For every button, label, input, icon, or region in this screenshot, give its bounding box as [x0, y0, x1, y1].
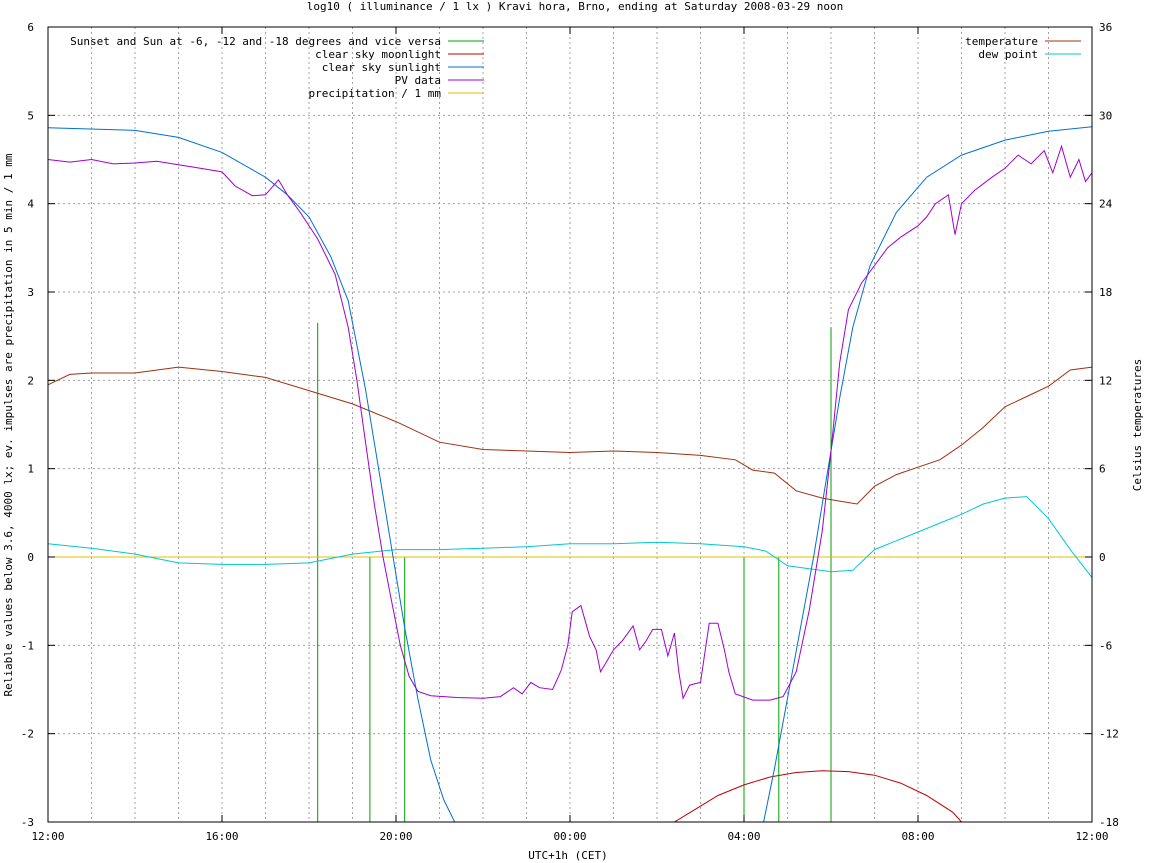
y-tick-label: -1 — [21, 639, 34, 652]
y2-tick-label: 12 — [1099, 374, 1112, 387]
x-tick-label: 16:00 — [205, 830, 238, 843]
legend-label: temperature — [965, 35, 1038, 48]
y2-tick-label: 6 — [1099, 463, 1106, 476]
y2-tick-label: 36 — [1099, 21, 1112, 34]
y-tick-label: 3 — [27, 286, 34, 299]
y2-tick-label: 24 — [1099, 198, 1113, 211]
legend-label: clear sky moonlight — [315, 48, 441, 61]
y2-tick-label: 0 — [1099, 551, 1106, 564]
y-tick-label: 4 — [27, 198, 34, 211]
series-pv-data — [48, 144, 1092, 701]
x-axis-label: UTC+1h (CET) — [528, 849, 607, 862]
series-clear-sky-sunlight — [48, 127, 456, 822]
series-clear-sky-sunlight-morning — [763, 126, 1092, 822]
y2-tick-label: -18 — [1099, 816, 1119, 829]
y-tick-label: -3 — [21, 816, 34, 829]
y-tick-label: -2 — [21, 728, 34, 741]
series-dew-point — [48, 496, 1092, 578]
y-tick-label: 0 — [27, 551, 34, 564]
y2-axis-label: Celsius temperatures — [1131, 359, 1144, 491]
legend-label: dew point — [978, 48, 1038, 61]
y-axis-label: Reliable values below 3.6, 4000 lx; ev. … — [2, 153, 15, 696]
grid-lines — [48, 27, 1092, 822]
legend-label: Sunset and Sun at -6, -12 and -18 degree… — [70, 35, 441, 48]
y2-tick-label: 30 — [1099, 109, 1112, 122]
legend-label: clear sky sunlight — [322, 61, 441, 74]
x-tick-label: 12:00 — [31, 830, 64, 843]
x-tick-label: 04:00 — [727, 830, 760, 843]
y2-tick-label: -6 — [1099, 639, 1112, 652]
x-tick-label: 00:00 — [553, 830, 586, 843]
x-tick-label: 12:00 — [1075, 830, 1108, 843]
chart-title: log10 ( illuminance / 1 lx ) Kravi hora,… — [307, 0, 843, 13]
y-tick-label: 1 — [27, 463, 34, 476]
y2-tick-label: -12 — [1099, 728, 1119, 741]
legend-label: precipitation / 1 mm — [309, 87, 442, 100]
axis-ticks: 12:00 16:00 20:00 00:00 04:00 08:00 12:00-3-2-… — [21, 21, 1119, 843]
y-tick-label: 5 — [27, 109, 34, 122]
y2-tick-label: 18 — [1099, 286, 1112, 299]
x-tick-label: 08:00 — [901, 830, 934, 843]
legend: Sunset and Sun at -6, -12 and -18 degree… — [70, 35, 1081, 100]
y-tick-label: 2 — [27, 374, 34, 387]
legend-label: PV data — [395, 74, 441, 87]
series-clear-sky-moonlight — [674, 770, 962, 822]
y-tick-label: 6 — [27, 21, 34, 34]
x-tick-label: 20:00 — [379, 830, 412, 843]
series-layer — [48, 126, 1092, 822]
series-temperature — [48, 366, 1092, 505]
